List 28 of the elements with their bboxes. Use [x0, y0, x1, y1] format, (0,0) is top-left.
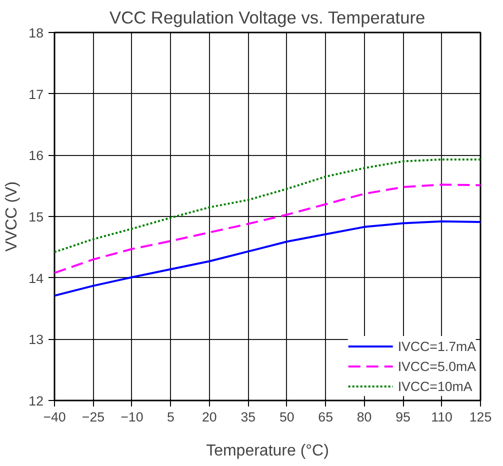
x-tick-label: 80: [356, 410, 372, 424]
y-tick-label: 12: [28, 394, 44, 408]
x-tick-label: −40: [43, 410, 66, 424]
x-tick-label: 95: [396, 410, 410, 424]
x-tick-label: −10: [120, 410, 144, 424]
legend-label: IVCC=1.7mA: [398, 338, 476, 354]
x-tick-label: 35: [240, 410, 256, 424]
y-tick-label: 16: [28, 148, 44, 164]
y-tick-label: 18: [28, 26, 44, 40]
x-axis-title: Temperature (°C): [206, 442, 329, 460]
line-series: [54, 220, 480, 297]
y-tick-label: 15: [28, 210, 44, 224]
legend-label: IVCC=5.0mA: [398, 358, 476, 374]
x-tick-label: 110: [431, 410, 452, 424]
x-tick-label: 5: [166, 410, 174, 424]
legend-label: IVCC=10mA: [398, 378, 472, 394]
y-tick-label: 17: [28, 86, 44, 102]
y-axis-title: VVCC (V): [4, 181, 21, 252]
line-series: [54, 184, 480, 274]
line-series: [54, 158, 480, 254]
x-tick-label: −25: [82, 410, 105, 424]
x-tick-label: 125: [469, 410, 492, 424]
x-tick-label: 65: [318, 410, 334, 424]
chart-title: VCC Regulation Voltage vs. Temperature: [110, 8, 426, 28]
y-tick-label: 13: [28, 332, 44, 348]
y-tick-label: 14: [28, 270, 44, 286]
x-tick-label: 20: [202, 410, 217, 424]
x-tick-label: 50: [279, 410, 294, 424]
